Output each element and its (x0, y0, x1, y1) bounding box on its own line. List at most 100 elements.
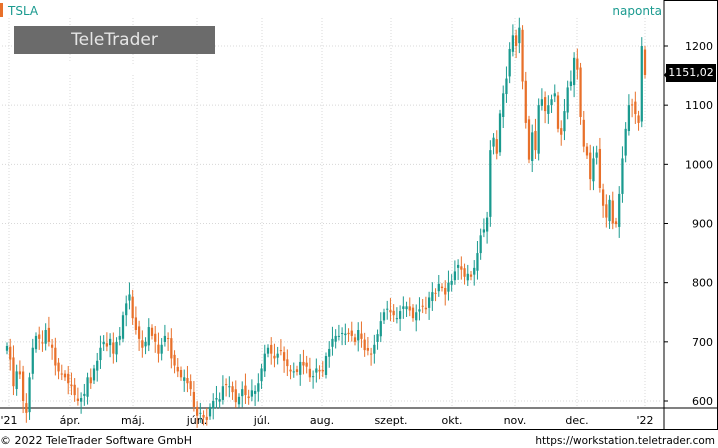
candle-body (556, 95, 560, 129)
candle-body (221, 386, 225, 400)
candle-body (299, 361, 302, 375)
x-tick-label: szept. (374, 414, 407, 427)
candle-body (643, 49, 647, 75)
y-tick-label: 900 (692, 218, 713, 231)
candle-body (569, 81, 573, 86)
candle-body (485, 217, 489, 232)
candle-body (592, 158, 595, 182)
candle-body (289, 369, 292, 372)
candle-body (363, 339, 366, 351)
candle-body (318, 369, 321, 372)
candle-body (41, 342, 44, 344)
candle-body (514, 35, 518, 46)
candle-body (199, 412, 202, 414)
candle-body (86, 377, 89, 397)
candle-body (12, 357, 15, 387)
y-tick-label: 1200 (685, 40, 713, 53)
candle-body (244, 385, 247, 396)
x-tick-label: '21 (0, 414, 17, 427)
candle-body (112, 342, 115, 354)
candle-body (543, 97, 547, 112)
candle-body (160, 344, 163, 354)
candle-body (398, 311, 402, 319)
x-tick-label: júl. (253, 414, 271, 427)
x-tick-label: máj. (121, 414, 145, 427)
candle-body (373, 344, 376, 354)
candle-body (286, 359, 289, 367)
period-label[interactable]: naponta (612, 4, 662, 18)
candle-body (550, 99, 553, 106)
candle-body (334, 335, 337, 342)
candle-body (415, 312, 418, 321)
candle-body (444, 287, 447, 295)
candle-body (176, 366, 179, 372)
candle-body (279, 350, 283, 352)
candle-body (131, 296, 134, 319)
candle-body (263, 353, 266, 372)
candle-body (105, 343, 109, 347)
copyright-text: © 2022 TeleTrader Software GmbH (0, 434, 193, 447)
candle-body (257, 383, 260, 392)
candle-body (466, 273, 469, 281)
candle-body (621, 158, 624, 194)
candle-body (337, 335, 341, 337)
candle-body (34, 335, 38, 350)
candle-body (54, 347, 57, 366)
candle-body (38, 334, 41, 339)
candle-body (192, 392, 196, 407)
candle-body (163, 335, 167, 342)
candle-body (395, 318, 399, 320)
candle-body (18, 371, 22, 375)
ticker-symbol: TSLA (8, 4, 39, 18)
candle-body (627, 105, 631, 131)
candle-body (292, 371, 295, 373)
candle-body (295, 369, 299, 373)
footer-divider (0, 429, 718, 430)
candle-body (186, 378, 189, 384)
candle-body (134, 317, 138, 330)
candle-body (630, 104, 634, 106)
candle-body (527, 119, 531, 160)
x-tick-label: okt. (442, 414, 463, 427)
candle-body (408, 306, 411, 311)
candle-body (189, 381, 192, 390)
candle-body (44, 330, 47, 344)
candle-body (601, 189, 605, 206)
candle-body (141, 340, 144, 348)
candle-body (463, 268, 466, 277)
candle-body (521, 29, 524, 82)
candle-body (589, 152, 592, 180)
candle-body (595, 152, 598, 158)
candle-body (479, 235, 482, 254)
candle-body (379, 321, 382, 337)
candle-body (9, 346, 12, 360)
candle-body (305, 362, 308, 367)
candle-body (115, 341, 118, 355)
candle-body (585, 146, 589, 156)
candle-body (241, 389, 244, 397)
candle-body (224, 384, 228, 386)
candle-body (89, 377, 92, 384)
candle-body (634, 101, 637, 115)
y-tick-label: 700 (692, 336, 713, 349)
source-url[interactable]: https://workstation.teletrader.com (535, 435, 715, 447)
candle-body (582, 119, 585, 147)
candle-body (147, 327, 150, 346)
candle-body (25, 403, 28, 413)
candle-body (67, 373, 70, 384)
candle-body (63, 373, 67, 378)
candle-body (350, 330, 353, 336)
candle-body (266, 347, 270, 354)
candle-body (157, 344, 160, 354)
candle-body (476, 253, 479, 271)
candle-body (386, 308, 389, 310)
candle-body (524, 80, 527, 123)
candle-body (118, 335, 121, 340)
candle-body (21, 371, 25, 401)
candle-body (308, 368, 312, 378)
x-tick-label: dec. (565, 414, 588, 427)
candle-body (469, 274, 473, 277)
candle-body (102, 341, 105, 345)
candle-body (456, 264, 460, 268)
